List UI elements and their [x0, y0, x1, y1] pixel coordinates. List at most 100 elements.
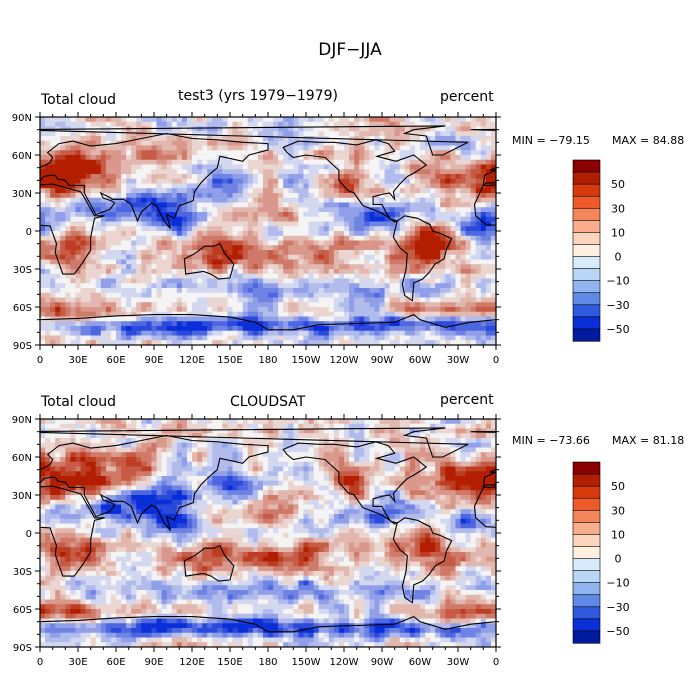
page-title: DJF−JJA — [318, 40, 382, 60]
panel2-min-text: MIN = −73.66 — [512, 434, 590, 447]
panel2-case-label: CLOUDSAT — [230, 394, 306, 410]
lon-tick-label: 150E — [217, 355, 242, 366]
coastlines — [40, 427, 496, 633]
colorbar-label: 10 — [611, 226, 625, 239]
colorbar-label: −50 — [606, 323, 629, 336]
lon-tick-label: 60W — [409, 657, 432, 668]
lon-tick-label: 0 — [493, 355, 499, 366]
lon-tick-label: 0 — [493, 657, 499, 668]
colorbar-swatch — [572, 497, 601, 511]
cloud-anomaly-field — [40, 117, 496, 345]
colorbar-label: 10 — [611, 528, 625, 541]
colorbar-swatch — [572, 316, 601, 330]
colorbar-swatch — [572, 159, 601, 173]
cloud-anomaly-field — [40, 419, 496, 647]
colorbar-swatch — [572, 522, 601, 536]
colorbar-swatch — [572, 292, 601, 306]
lat-tick-label: 30N — [12, 189, 32, 200]
lon-tick-label: 180 — [258, 657, 277, 668]
coastlines — [40, 125, 496, 331]
panel1-min-text: MIN = −79.15 — [512, 134, 590, 147]
lon-tick-label: 0 — [37, 355, 43, 366]
colorbar-label: 0 — [615, 553, 622, 566]
colorbar-swatch — [572, 183, 601, 197]
lat-tick-label: 0 — [26, 227, 32, 238]
colorbar-swatch — [572, 280, 601, 294]
lon-tick-label: 150W — [292, 657, 321, 668]
colorbar-label: −10 — [606, 577, 629, 590]
lon-tick-label: 60E — [106, 355, 125, 366]
colorbar-1: 50 30 10 0 −10 −30 −50 — [572, 159, 630, 342]
lat-tick-label: 60N — [12, 453, 32, 464]
colorbar-swatch — [572, 534, 601, 548]
lon-tick-label: 60E — [106, 657, 125, 668]
lat-tick-label: 30N — [12, 491, 32, 502]
lon-tick-label: 120E — [179, 355, 204, 366]
panel2-variable-label: Total cloud — [41, 394, 117, 410]
colorbar-label: 30 — [611, 202, 625, 215]
lat-tick-label: 90S — [13, 643, 32, 654]
colorbar-swatch — [572, 268, 601, 282]
colorbar-swatch — [572, 509, 601, 523]
panel1-max-text: MAX = 84.88 — [612, 134, 685, 147]
panel1-case-label: test3 (yrs 1979−1979) — [178, 88, 338, 104]
colorbar-swatch — [572, 485, 601, 499]
colorbar-swatch — [572, 207, 601, 221]
lon-tick-label: 120W — [330, 657, 359, 668]
colorbar-swatch — [572, 244, 601, 258]
colorbar-label: 50 — [611, 178, 625, 191]
lat-tick-label: 90N — [12, 113, 32, 124]
colorbar-swatch — [572, 558, 601, 572]
lon-tick-label: 60W — [409, 355, 432, 366]
lon-tick-label: 180 — [258, 355, 277, 366]
colorbar-label: 50 — [611, 480, 625, 493]
panel1-units-label: percent — [440, 89, 494, 105]
map-panel-2: 90N 60N 30N 0 30S 60S 90S 0 30E 60E 90E 120E 150E 180… — [12, 414, 630, 668]
colorbar-swatch — [572, 256, 601, 270]
lon-tick-label: 120W — [330, 355, 359, 366]
lon-tick-label: 150E — [217, 657, 242, 668]
colorbar-swatch — [572, 618, 601, 632]
colorbar-label: −30 — [606, 601, 629, 614]
colorbar-swatch — [572, 171, 601, 185]
lat-tick-label: 30S — [13, 567, 32, 578]
colorbar-swatch — [572, 461, 601, 475]
colorbar-swatch — [572, 594, 601, 608]
panel2-units-label: percent — [440, 392, 494, 408]
colorbar-swatch — [572, 570, 601, 584]
colorbar-label: 0 — [615, 251, 622, 264]
colorbar-swatch — [572, 328, 601, 342]
colorbar-swatch — [572, 232, 601, 246]
colorbar-swatch — [572, 582, 601, 596]
lat-tick-label: 60S — [13, 605, 32, 616]
lat-tick-label: 60N — [12, 151, 32, 162]
panel2-max-text: MAX = 81.18 — [612, 434, 685, 447]
lat-tick-label: 30S — [13, 265, 32, 276]
colorbar-label: 30 — [611, 504, 625, 517]
lon-tick-label: 90E — [144, 657, 163, 668]
colorbar-label: −30 — [606, 299, 629, 312]
lon-tick-label: 30W — [447, 657, 470, 668]
colorbar-swatch — [572, 473, 601, 487]
colorbar-swatch — [572, 304, 601, 318]
colorbar-label: −50 — [606, 625, 629, 638]
lat-tick-label: 60S — [13, 303, 32, 314]
lon-tick-label: 90W — [371, 657, 394, 668]
lon-tick-label: 30W — [447, 355, 470, 366]
colorbar-swatch — [572, 195, 601, 209]
map-panel-1: 90N 60N 30N 0 30S 60S 90S 0 30E 60E 90E 120E 150E 180… — [12, 112, 630, 366]
lat-tick-label: 90S — [13, 341, 32, 352]
colorbar-2: 50 30 10 0 −10 −30 −50 — [572, 461, 630, 644]
lon-tick-label: 30E — [68, 657, 87, 668]
colorbar-swatch — [572, 546, 601, 560]
lat-tick-label: 90N — [12, 415, 32, 426]
panel1-variable-label: Total cloud — [41, 92, 117, 108]
lon-tick-label: 0 — [37, 657, 43, 668]
colorbar-swatch — [572, 220, 601, 234]
colorbar-label: −10 — [606, 275, 629, 288]
lon-tick-label: 30E — [68, 355, 87, 366]
lon-tick-label: 150W — [292, 355, 321, 366]
lon-tick-label: 90E — [144, 355, 163, 366]
lat-tick-label: 0 — [26, 529, 32, 540]
